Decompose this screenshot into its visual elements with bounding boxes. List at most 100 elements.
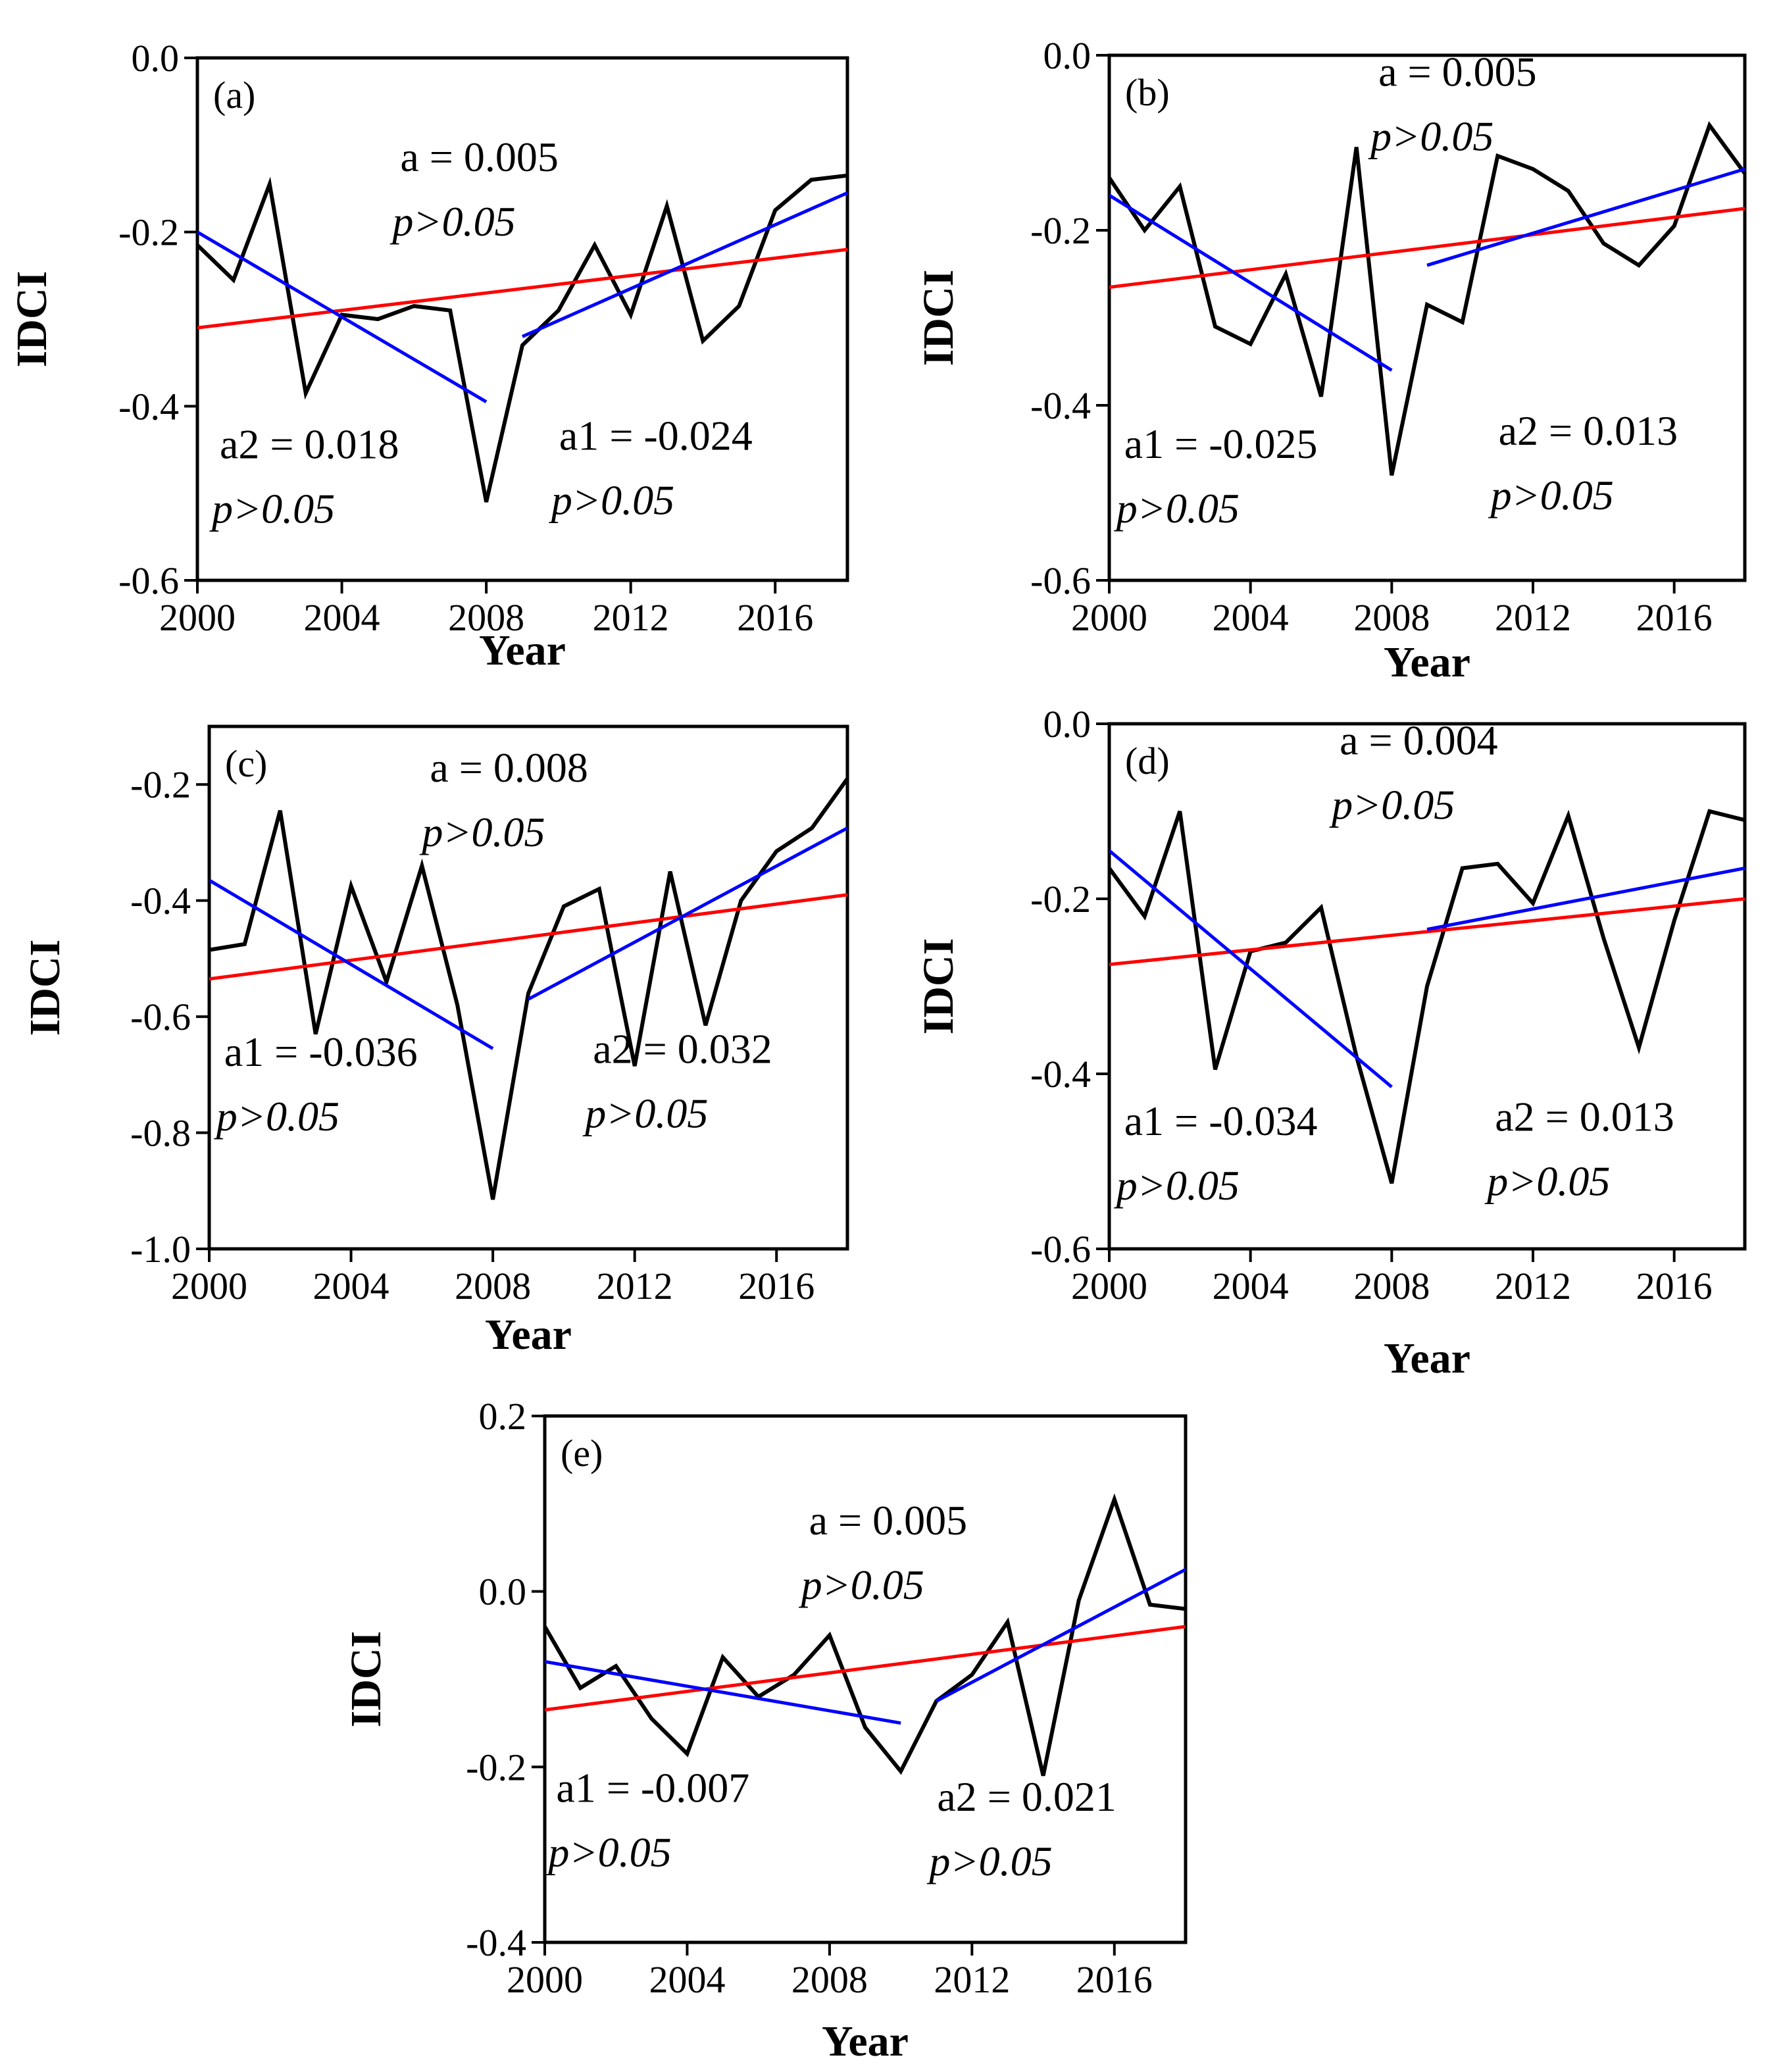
trend-coefficient-label: a1 = -0.025 — [1124, 420, 1318, 467]
panel-label: (d) — [1125, 740, 1170, 782]
y-tick-label: 0.0 — [1043, 703, 1091, 745]
y-tick-label: -0.6 — [1030, 559, 1091, 602]
y-tick-label: 0.0 — [132, 37, 180, 80]
trend-coefficient-label: a = 0.005 — [400, 134, 559, 180]
idci-series-line — [1109, 121, 1745, 476]
plot-frame — [1107, 722, 1747, 1251]
trend-coefficient-label: a2 = 0.021 — [937, 1773, 1116, 1820]
panel-label: (e) — [561, 1432, 603, 1475]
x-tick-label: 2008 — [448, 596, 524, 639]
panel-label: (a) — [213, 74, 255, 116]
x-tick-label: 2008 — [791, 1958, 868, 2001]
trend-coefficient-label: a2 = 0.032 — [593, 1026, 772, 1073]
p-value-label: p>0.05 — [799, 1561, 924, 1608]
trend-coefficient-label: a2 = 0.018 — [220, 421, 399, 468]
x-tick-label: 2004 — [304, 596, 380, 639]
x-tick-label: 2012 — [1495, 1265, 1571, 1307]
p-value-label: p>0.05 — [1488, 472, 1614, 518]
p-value-label: p>0.05 — [1484, 1157, 1610, 1204]
x-tick-label: 2000 — [171, 1265, 247, 1307]
overall-trend-line — [1109, 897, 1745, 967]
series-group — [1109, 121, 1745, 476]
plot-frame — [207, 724, 849, 1251]
x-tick-label: 2000 — [1071, 1265, 1147, 1307]
x-tick-label: 2004 — [1213, 596, 1289, 639]
x-tick-label: 2004 — [313, 1265, 389, 1307]
series-group — [197, 173, 847, 503]
x-axis-title: Year — [822, 2017, 909, 2065]
series-group — [545, 1493, 1186, 1777]
segment-trend-line — [545, 1659, 901, 1725]
idci-series-line — [209, 777, 847, 1200]
y-tick-label: -0.6 — [118, 559, 179, 602]
panel-label: (c) — [225, 742, 267, 785]
p-value-label: p>0.05 — [389, 198, 515, 245]
panel-e: 2000 2004 2008 2012 2016 0.2 0.0 -0.2 -0.4 Year ID… — [342, 1395, 1188, 2065]
y-tick-label: -0.4 — [1030, 1053, 1091, 1096]
x-tick-label: 2016 — [738, 1265, 815, 1307]
y-tick-label: -1.0 — [130, 1228, 191, 1271]
p-value-label: p>0.05 — [549, 477, 674, 524]
p-value-label: p>0.05 — [209, 486, 335, 532]
segment-trend-line — [936, 1568, 1186, 1703]
x-axis-title: Year — [485, 1311, 572, 1359]
idci-series-line — [1109, 809, 1745, 1184]
trend-coefficient-label: a = 0.008 — [430, 744, 588, 791]
x-tick-label: 2012 — [597, 1265, 673, 1307]
y-tick-label: -0.4 — [1030, 384, 1091, 427]
segment-trend-line — [1426, 167, 1745, 267]
trend-coefficient-label: a1 = -0.034 — [1124, 1098, 1318, 1144]
trend-coefficient-label: a1 = -0.036 — [224, 1028, 418, 1075]
x-tick-label: 2000 — [159, 596, 236, 639]
p-value-label: p>0.05 — [1114, 1162, 1240, 1209]
segment-trend-line — [209, 878, 494, 1050]
y-axis-title: IDCI — [915, 938, 963, 1035]
trend-coefficient-label: a1 = -0.024 — [559, 413, 753, 459]
plot-frame — [1107, 53, 1747, 582]
y-axis-title: IDCI — [342, 1631, 390, 1728]
p-value-label: p>0.05 — [1368, 113, 1493, 160]
x-tick-label: 2008 — [1353, 596, 1430, 639]
y-tick-label: 0.2 — [479, 1395, 527, 1438]
p-value-label: p>0.05 — [582, 1090, 708, 1137]
segment-trend-line — [521, 191, 847, 338]
p-value-label: p>0.05 — [419, 809, 545, 855]
y-tick-label: -0.2 — [118, 211, 179, 254]
y-tick-label: -0.2 — [1030, 209, 1091, 252]
segment-trend-line — [1426, 867, 1745, 931]
x-tick-label: 2004 — [649, 1958, 725, 2001]
x-axis-title: Year — [479, 626, 566, 674]
panel-b: 2000 2004 2008 2012 2016 0.0 -0.2 -0.4 -0.6 Year I… — [915, 34, 1747, 686]
overall-trend-line — [1109, 207, 1745, 289]
y-axis-title: IDCI — [21, 940, 69, 1036]
trend-coefficient-label: a2 = 0.013 — [1499, 407, 1678, 454]
x-tick-label: 2008 — [455, 1265, 531, 1307]
y-tick-label: -0.4 — [130, 880, 191, 922]
x-tick-label: 2008 — [1353, 1265, 1430, 1307]
trend-coefficient-label: a1 = -0.007 — [556, 1765, 749, 1811]
y-tick-label: -0.2 — [130, 763, 191, 806]
x-tick-label: 2016 — [1636, 1265, 1713, 1307]
p-value-label: p>0.05 — [214, 1093, 339, 1140]
idci-series-line — [545, 1493, 1186, 1777]
x-axis-title: Year — [1384, 638, 1470, 686]
plot-frame — [543, 1414, 1188, 1944]
x-tick-label: 2016 — [737, 596, 813, 639]
trend-coefficient-label: a2 = 0.013 — [1495, 1093, 1674, 1140]
panel-a: 2000 2004 2008 2012 2016 0.0 -0.2 -0.4 -0.6 Year I… — [8, 37, 849, 674]
x-tick-label: 2004 — [1213, 1265, 1289, 1307]
series-group — [209, 777, 847, 1200]
y-tick-label: 0.0 — [1043, 34, 1091, 77]
p-value-label: p>0.05 — [545, 1829, 671, 1876]
y-axis-title: IDCI — [915, 270, 963, 366]
idci-series-line — [197, 173, 847, 503]
trend-coefficient-label: a = 0.004 — [1340, 717, 1498, 764]
x-axis-title: Year — [1384, 1334, 1470, 1382]
overall-trend-line — [197, 247, 847, 330]
p-value-label: p>0.05 — [1329, 782, 1455, 828]
y-tick-label: -0.4 — [118, 385, 179, 428]
series-group — [1109, 809, 1745, 1184]
overall-trend-line — [545, 1625, 1186, 1712]
overall-trend-line — [209, 893, 847, 981]
